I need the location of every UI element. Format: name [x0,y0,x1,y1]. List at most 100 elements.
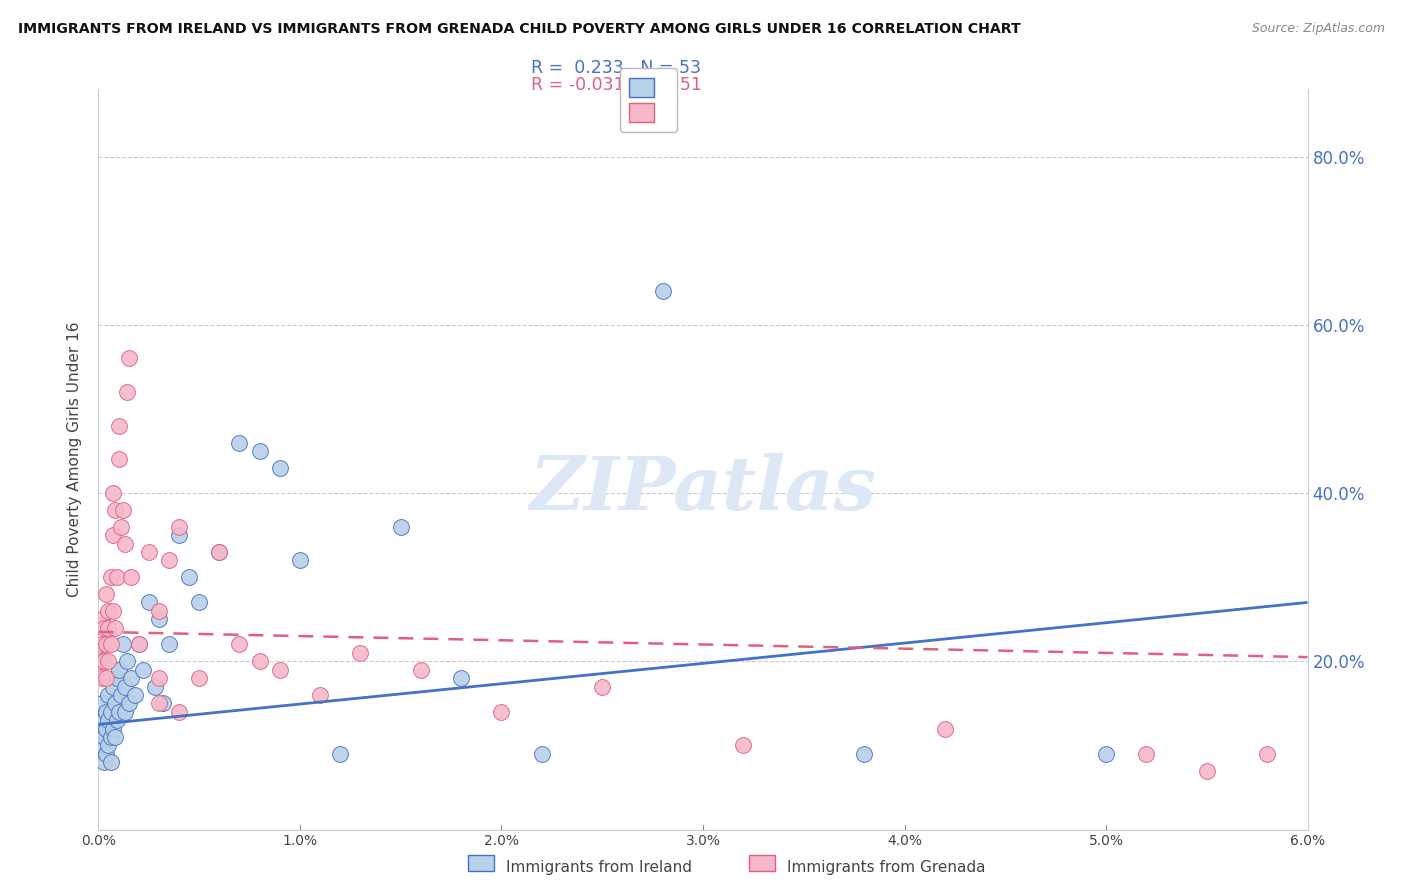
Point [120,671,142,685]
Point [93,654,115,668]
Point [120,570,142,584]
Point [249,654,271,668]
Point [97,739,120,753]
Point [1135,747,1157,761]
Point [93,730,115,744]
Point [103,730,125,744]
Point [97,688,120,702]
Point [152,697,174,711]
Point [167,519,190,533]
Point [105,713,128,727]
Point [91,697,114,711]
Point [269,460,291,475]
Point [107,663,129,677]
Point [91,637,114,651]
Point [89,722,111,736]
Text: Immigrants from Grenada: Immigrants from Grenada [787,860,986,874]
Point [97,713,120,727]
Point [101,680,124,694]
Point [228,435,250,450]
Point [733,739,755,753]
Point [128,637,150,651]
Point [132,663,155,677]
Point [115,385,138,400]
Point [107,418,129,433]
Point [309,688,332,702]
Point [107,452,129,467]
Point [143,680,166,694]
Point [188,595,211,609]
Point [96,747,118,761]
Point [114,536,136,550]
Point [100,730,122,744]
Point [148,612,170,626]
Point [208,545,231,559]
Point [96,722,118,736]
Point [591,680,613,694]
Point [148,671,170,685]
Text: ZIPatlas: ZIPatlas [530,453,876,525]
Point [450,671,472,685]
Point [157,553,180,567]
Point [157,637,180,651]
Point [97,604,120,618]
Point [491,705,513,719]
Point [96,637,118,651]
Point [853,747,876,761]
Point [167,528,190,542]
Point [89,654,111,668]
Point [97,654,120,668]
Point [118,697,141,711]
Text: Source: ZipAtlas.com: Source: ZipAtlas.com [1251,22,1385,36]
FancyBboxPatch shape [468,855,494,871]
Point [110,688,132,702]
Text: R =  0.233   N = 53: R = 0.233 N = 53 [531,60,702,78]
Point [105,671,128,685]
Point [100,705,122,719]
Point [103,503,125,517]
Text: Immigrants from Ireland: Immigrants from Ireland [506,860,692,874]
Point [96,671,118,685]
Point [91,671,114,685]
Point [96,587,118,601]
Point [651,284,673,298]
Point [93,713,115,727]
Point [105,570,128,584]
Point [101,604,124,618]
Point [96,705,118,719]
Point [269,663,291,677]
Point [110,519,132,533]
Point [188,671,211,685]
Y-axis label: Child Poverty Among Girls Under 16: Child Poverty Among Girls Under 16 [67,322,83,597]
Point [409,663,432,677]
Point [97,621,120,635]
Text: IMMIGRANTS FROM IRELAND VS IMMIGRANTS FROM GRENADA CHILD POVERTY AMONG GIRLS UND: IMMIGRANTS FROM IRELAND VS IMMIGRANTS FR… [18,22,1021,37]
Point [124,688,146,702]
Point [111,503,134,517]
Point [148,604,170,618]
Point [208,545,231,559]
Point [128,637,150,651]
Point [138,545,160,559]
Point [179,570,201,584]
Point [249,444,271,458]
Point [118,351,141,366]
Point [111,637,134,651]
Point [93,621,115,635]
Point [103,621,125,635]
Point [1195,764,1218,778]
Point [389,519,412,533]
Point [349,646,371,660]
Point [103,697,125,711]
Point [101,528,124,542]
Point [100,637,122,651]
Point [288,553,311,567]
Point [1256,747,1278,761]
Point [115,654,138,668]
Point [107,705,129,719]
Point [138,595,160,609]
Point [101,722,124,736]
Point [114,705,136,719]
Point [167,705,190,719]
Point [91,739,114,753]
